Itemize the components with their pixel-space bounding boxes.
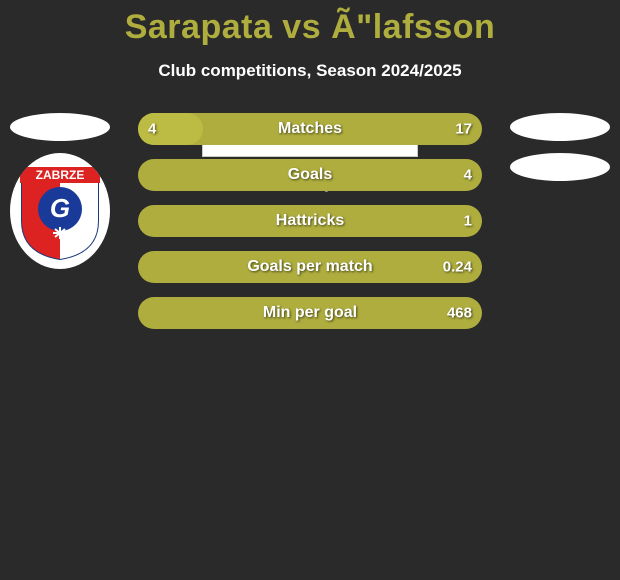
stat-value-right: 0.24 bbox=[443, 259, 472, 276]
bar-fill-right bbox=[138, 159, 482, 191]
stat-bar: Goals4 bbox=[138, 159, 482, 191]
subtitle: Club competitions, Season 2024/2025 bbox=[0, 61, 620, 81]
stat-value-right: 4 bbox=[464, 167, 472, 184]
stat-bars: Matches417Goals4Hattricks1Goals per matc… bbox=[138, 113, 482, 329]
svg-text:ZABRZE: ZABRZE bbox=[36, 168, 85, 182]
player-right-avatar bbox=[510, 113, 610, 141]
bar-fill-right bbox=[138, 205, 482, 237]
stat-bar: Hattricks1 bbox=[138, 205, 482, 237]
stat-value-right: 468 bbox=[447, 305, 472, 322]
stat-value-left: 4 bbox=[148, 121, 156, 138]
stat-bar: Matches417 bbox=[138, 113, 482, 145]
right-player-col bbox=[510, 113, 610, 181]
club-badge-icon: ZABRZE G bbox=[17, 161, 103, 261]
player-left-club-badge: ZABRZE G bbox=[10, 153, 110, 269]
stat-bar: Goals per match0.24 bbox=[138, 251, 482, 283]
bar-fill-right bbox=[138, 297, 482, 329]
svg-text:G: G bbox=[50, 193, 70, 223]
stat-value-right: 17 bbox=[455, 121, 472, 138]
player-left-avatar bbox=[10, 113, 110, 141]
stat-bar: Min per goal468 bbox=[138, 297, 482, 329]
stat-value-right: 1 bbox=[464, 213, 472, 230]
left-player-col: ZABRZE G bbox=[10, 113, 110, 269]
bar-fill-right bbox=[138, 251, 482, 283]
page-title: Sarapata vs Ã"lafsson bbox=[0, 0, 620, 47]
player-right-club-badge bbox=[510, 153, 610, 181]
